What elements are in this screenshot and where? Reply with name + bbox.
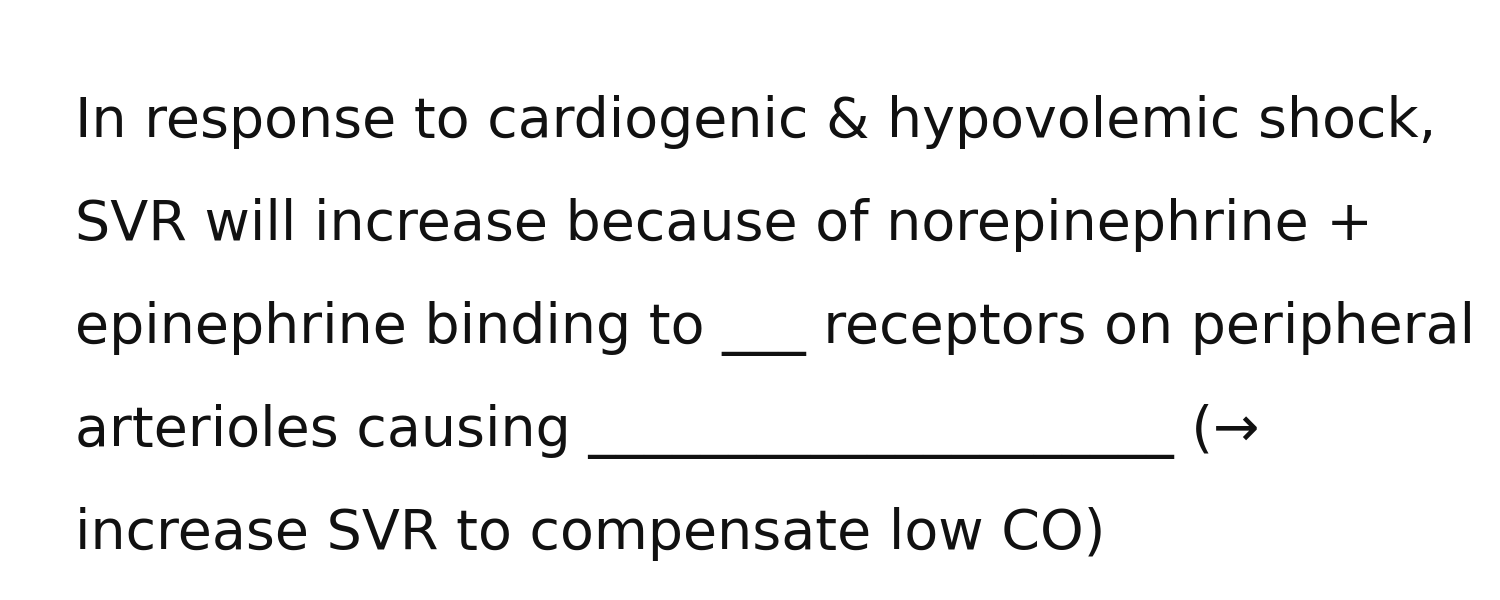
Text: increase SVR to compensate low CO): increase SVR to compensate low CO) [75,507,1106,561]
Text: In response to cardiogenic & hypovolemic shock,: In response to cardiogenic & hypovolemic… [75,95,1437,149]
Text: SVR will increase because of norepinephrine +: SVR will increase because of norepinephr… [75,198,1372,252]
Text: epinephrine binding to ___ receptors on peripheral: epinephrine binding to ___ receptors on … [75,301,1474,356]
Text: arterioles causing _____________________ (→: arterioles causing _____________________… [75,404,1260,459]
